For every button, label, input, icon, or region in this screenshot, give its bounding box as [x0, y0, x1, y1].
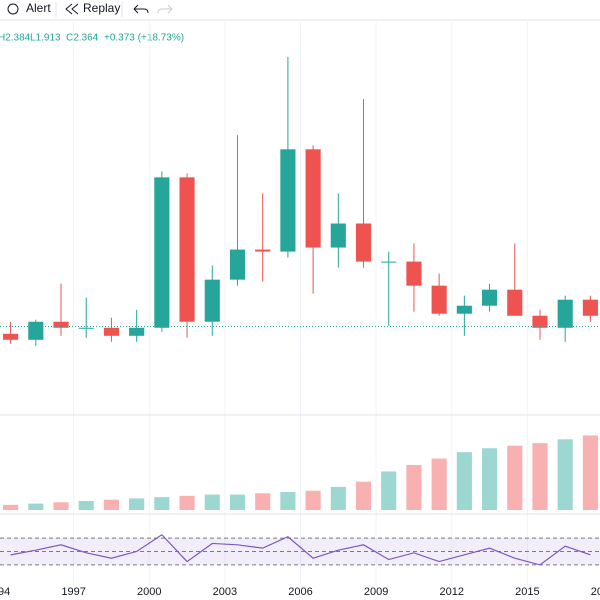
- candle-body: [381, 261, 397, 263]
- volume-bar: [78, 501, 94, 510]
- volume-bar: [456, 452, 472, 510]
- replay-label: Replay: [83, 1, 120, 15]
- legend-value: L1.913: [30, 33, 61, 44]
- candle-body: [431, 285, 447, 314]
- candle-body: [229, 249, 246, 280]
- x-tick-label: 2015: [515, 586, 539, 598]
- candle-body: [507, 289, 523, 316]
- alert-icon: [7, 3, 19, 15]
- legend-value: H2.384: [0, 33, 31, 44]
- volume-bar: [355, 481, 372, 510]
- ohlc-legend: H2.384 L1.913 C2.364 +0.373 (+18.73%): [0, 33, 184, 44]
- volume-bar: [557, 439, 573, 510]
- x-tick-label: 2003: [213, 586, 237, 598]
- candle-body: [355, 223, 372, 262]
- toolbar: [0, 0, 600, 20]
- volume-bar: [204, 494, 220, 510]
- candle-body: [280, 149, 296, 252]
- x-tick-label: 1997: [61, 586, 85, 598]
- candle-body: [305, 149, 321, 248]
- volume-bar: [229, 494, 246, 510]
- candle-body: [456, 305, 472, 314]
- volume-bar: [305, 490, 321, 510]
- volume-bar: [3, 504, 19, 510]
- x-tick-label: 2018: [591, 586, 600, 598]
- candle-body: [330, 223, 346, 248]
- candle-body: [129, 327, 145, 336]
- redo-button[interactable]: [157, 4, 173, 14]
- x-tick-label: 2000: [137, 586, 161, 598]
- candle-body: [3, 333, 19, 340]
- volume-bar: [431, 458, 447, 510]
- volume-bar: [406, 465, 422, 510]
- candle-body: [582, 299, 598, 316]
- legend-value: +0.373 (+18.73%): [104, 33, 184, 44]
- candle-body: [557, 299, 573, 328]
- legend-value: C2.364: [66, 33, 99, 44]
- volume-bar: [53, 502, 69, 510]
- candle-body: [406, 261, 422, 286]
- candle-body: [78, 327, 94, 329]
- volume-bar: [103, 499, 119, 510]
- x-tick-label: 2012: [440, 586, 464, 598]
- volume-bar: [280, 492, 296, 510]
- volume-bar: [381, 471, 397, 510]
- volume-bar: [154, 497, 170, 510]
- volume-bar: [179, 495, 195, 510]
- candle-body: [179, 177, 195, 322]
- x-tick-label: 2009: [364, 586, 388, 598]
- rsi-line: [10, 533, 591, 566]
- candle-body: [204, 279, 220, 322]
- candle-body: [28, 321, 44, 340]
- candle-body: [103, 327, 119, 336]
- replay-icon: [65, 3, 79, 15]
- volume-bar: [532, 443, 548, 510]
- volume-bar: [129, 498, 145, 510]
- undo-button[interactable]: [133, 4, 149, 14]
- replay-button[interactable]: Replay: [65, 1, 120, 15]
- alert-label: Alert: [26, 1, 51, 15]
- volume-bar: [582, 435, 598, 510]
- volume-bar: [255, 493, 271, 510]
- candle-body: [53, 321, 69, 328]
- volume-bar: [482, 448, 498, 510]
- rsi-band: [0, 538, 600, 565]
- x-tick-label: 1994: [0, 586, 10, 598]
- plot-area: 1994 1997 2000 2003 2006 2009 2012 2015 2018: [0, 22, 600, 598]
- candle-body: [255, 249, 271, 252]
- volume-bar: [330, 486, 346, 510]
- candle-body: [532, 315, 548, 328]
- x-tick-label: 2006: [288, 586, 312, 598]
- volume-bar: [28, 503, 44, 510]
- candle-body: [154, 177, 170, 328]
- volume-bar: [507, 445, 523, 510]
- candle-body: [482, 289, 498, 306]
- alert-button[interactable]: Alert: [7, 1, 51, 15]
